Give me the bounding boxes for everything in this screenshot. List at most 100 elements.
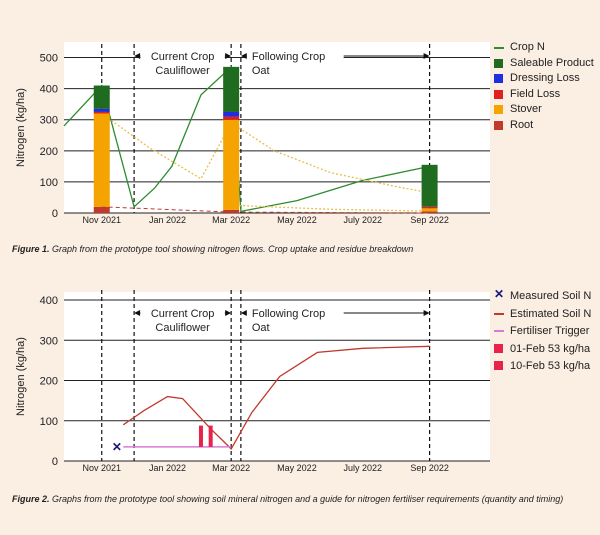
figure-1-legend-swatch — [494, 74, 503, 83]
figure-2-legend-label: Estimated Soil N — [510, 307, 592, 320]
figure-1-legend-label: Root — [510, 118, 534, 131]
stover-segment — [223, 119, 240, 210]
saleable-product-segment — [223, 66, 240, 112]
saleable-product-segment — [421, 164, 438, 207]
figure-2-legend-label: Fertiliser Trigger — [510, 325, 590, 337]
figure-2-chart: 0 100 200 300 400 Nitrogen (kg/ha) Nov 2021 Jan… — [15, 290, 490, 473]
following-crop-arrowhead-left — [240, 53, 247, 59]
figure-2-caption-text: Graphs from the prototype tool showing s… — [49, 494, 564, 504]
dressing-loss-segment — [93, 108, 110, 112]
plot-area — [64, 42, 490, 213]
crop-n-line — [63, 65, 430, 213]
following-crop-name: Oat — [252, 65, 270, 77]
figure-2-legend: ✕ Measured Soil N Estimated Soil N Fertilis… — [494, 288, 591, 376]
following-crop-label-bg — [246, 305, 344, 319]
current-crop-arrowhead-right — [225, 53, 232, 59]
y-tick-label: 400 — [40, 295, 58, 307]
y-axis-label: Nitrogen (kg/ha) — [15, 88, 27, 167]
measured-soil-n-marker: ✕ — [112, 440, 122, 454]
x-tick-label: July 2022 — [343, 215, 382, 225]
figure-1-legend-item: Field Loss — [494, 87, 594, 103]
root-segment — [93, 206, 110, 213]
figure-2-legend-item: 10-Feb 53 kg/ha — [494, 358, 591, 376]
figure-2-legend-item: Estimated Soil N — [494, 306, 591, 324]
figure-1-legend-label: Field Loss — [510, 87, 561, 100]
figure-2-legend-swatch — [494, 312, 504, 315]
figure-1-caption-text: Graph from the prototype tool showing ni… — [49, 244, 414, 254]
current-crop-label-bg — [140, 305, 225, 319]
estimated-soil-n-line — [122, 345, 430, 450]
figure-2-panel: 0 100 200 300 400 Nitrogen (kg/ha) Nov 2021 Jan… — [0, 276, 600, 535]
figure-2-caption-label: Figure 2. — [12, 494, 50, 504]
current-crop-label: Current Crop — [151, 308, 215, 320]
figure-2-legend-swatch — [494, 343, 503, 353]
fertiliser-event-bar — [198, 425, 203, 447]
following-crop-label: Following Crop — [252, 51, 325, 63]
x-tick-label: Sep 2022 — [410, 463, 449, 473]
figure-1-legend-swatch — [494, 58, 503, 68]
y-axis-label: Nitrogen (kg/ha) — [15, 337, 27, 416]
stover-segment — [421, 208, 438, 212]
figure-1-legend-item: Crop N — [494, 40, 594, 56]
y-tick-label: 200 — [40, 146, 58, 158]
figure-2-legend-label: Measured Soil N — [510, 290, 592, 302]
y-tick-label: 500 — [40, 53, 58, 65]
x-tick-label: Jan 2022 — [149, 215, 186, 225]
figure-2-legend-label: 01-Feb 53 kg/ha — [510, 342, 591, 355]
field-loss-segment — [223, 116, 240, 120]
figure-1-legend-label: Crop N — [510, 41, 545, 53]
current-crop-label: Current Crop — [151, 51, 215, 63]
figure-1-legend-label: Saleable Product — [510, 56, 594, 69]
figure-1-legend-swatch — [494, 89, 503, 99]
stover-residue-line — [101, 112, 430, 194]
field-loss-segment — [93, 111, 110, 114]
y-tick-label: 0 — [52, 208, 58, 220]
current-crop-name: Cauliflower — [155, 322, 210, 334]
y-tick-label: 300 — [40, 335, 58, 347]
stover-segment — [93, 113, 110, 207]
figure-1-legend-swatch — [494, 105, 503, 114]
x-tick-label: Jan 2022 — [149, 463, 186, 473]
figure-1-caption-label: Figure 1. — [12, 244, 50, 254]
figure-1-legend: Crop N Saleable Product Dressing Loss Field… — [494, 40, 594, 133]
x-tick-label: Nov 2021 — [82, 463, 121, 473]
field-loss-segment — [421, 206, 438, 209]
y-tick-label: 100 — [40, 416, 58, 428]
x-tick-label: Nov 2021 — [82, 215, 121, 225]
figure-1-caption: Figure 1. Graph from the prototype tool … — [12, 244, 413, 254]
figure-2-legend-swatch — [494, 330, 504, 332]
dressing-loss-segment — [223, 111, 240, 117]
figure-1-legend-swatch — [494, 47, 504, 49]
figure-1-legend-item: Stover — [494, 102, 594, 118]
following-crop-label: Following Crop — [252, 308, 325, 320]
following-crop-name: Oat — [252, 322, 270, 334]
figure-1-legend-item: Root — [494, 118, 594, 134]
figure-1-legend-item: Saleable Product — [494, 56, 594, 72]
current-crop-name: Cauliflower — [155, 65, 210, 77]
y-tick-label: 200 — [40, 376, 58, 388]
following-crop-arrowhead-right — [423, 310, 430, 316]
y-tick-label: 0 — [52, 456, 58, 468]
root-segment — [223, 209, 240, 213]
stover-residue-line — [231, 204, 430, 212]
current-crop-arrowhead-left — [134, 310, 141, 316]
x-tick-label: July 2022 — [343, 463, 382, 473]
following-crop-arrowhead-left — [240, 310, 247, 316]
figure-2-legend-item: Fertiliser Trigger — [494, 323, 591, 341]
figure-2-legend-item: ✕ Measured Soil N — [494, 288, 591, 306]
current-crop-arrowhead-left — [134, 53, 141, 59]
x-tick-label: May 2022 — [277, 215, 317, 225]
figure-1-legend-swatch — [494, 120, 503, 130]
figure-2-legend-label: 10-Feb 53 kg/ha — [510, 360, 591, 372]
x-tick-label: May 2022 — [277, 463, 317, 473]
figure-2-legend-swatch — [494, 361, 503, 370]
figure-1-panel: 0 100 200 300 400 500 Nitrogen (kg/ha) Nov 2021… — [12, 40, 594, 254]
y-tick-label: 400 — [40, 84, 58, 96]
figure-1-legend-item: Dressing Loss — [494, 71, 594, 87]
y-tick-label: 100 — [40, 177, 58, 189]
current-crop-arrowhead-right — [225, 310, 232, 316]
figure-2-legend-item: 01-Feb 53 kg/ha — [494, 341, 591, 359]
x-tick-label: Mar 2022 — [212, 463, 250, 473]
figure-1-legend-label: Dressing Loss — [510, 72, 580, 84]
x-tick-label: Sep 2022 — [410, 215, 449, 225]
